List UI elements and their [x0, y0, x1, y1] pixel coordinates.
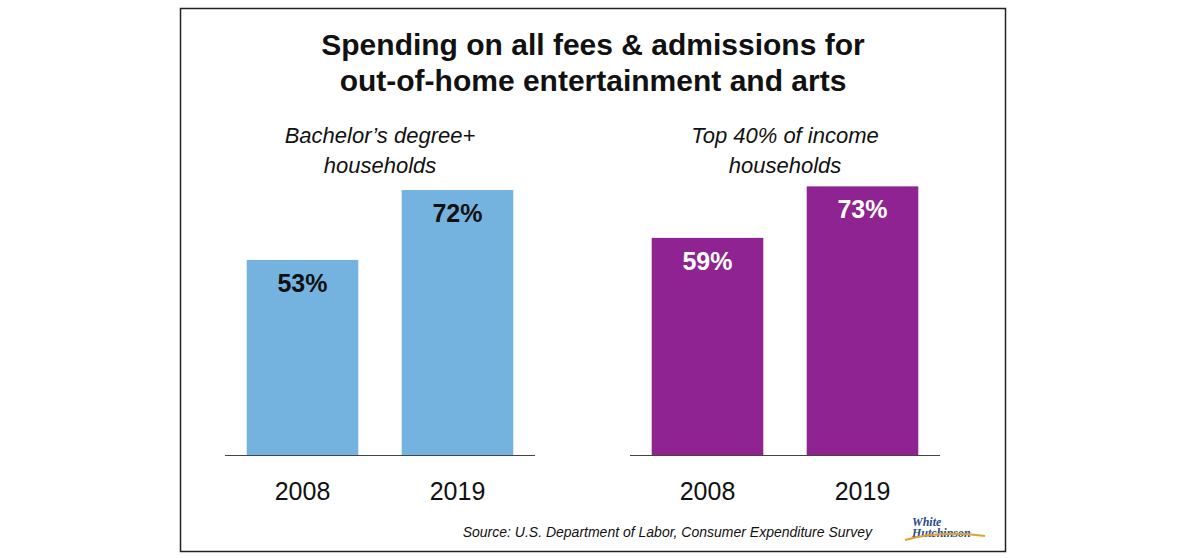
bar	[807, 186, 919, 455]
frame	[181, 9, 1006, 552]
data-label: 53%	[277, 269, 327, 297]
x-tick-label: 2019	[430, 477, 486, 505]
x-tick-label: 2019	[835, 477, 891, 505]
data-label: 72%	[432, 199, 482, 227]
subtitle: Bachelor’s degree+households	[285, 123, 476, 178]
bar	[402, 190, 514, 455]
data-label: 73%	[837, 195, 887, 223]
panel: Top 40% of incomehouseholds 59% 73% 2008 201…	[630, 123, 940, 505]
panel: Bachelor’s degree+households 53% 72% 2008 20…	[225, 123, 535, 505]
x-axis-line	[630, 455, 940, 456]
data-label: 59%	[682, 247, 732, 275]
source: Source: U.S. Department of Labor, Consum…	[463, 524, 873, 540]
bars	[247, 190, 514, 455]
logo-swoosh	[905, 534, 985, 540]
bar	[652, 238, 764, 455]
title: Spending on all fees & admissions forout…	[321, 28, 865, 97]
bar	[247, 260, 359, 455]
x-axis-line	[225, 455, 535, 456]
x-tick-label: 2008	[680, 477, 736, 505]
chart-root: Spending on all fees & admissions forout…	[0, 0, 1187, 558]
x-tick-label: 2008	[275, 477, 331, 505]
subtitle: Top 40% of incomehouseholds	[691, 123, 879, 178]
bars	[652, 186, 919, 455]
